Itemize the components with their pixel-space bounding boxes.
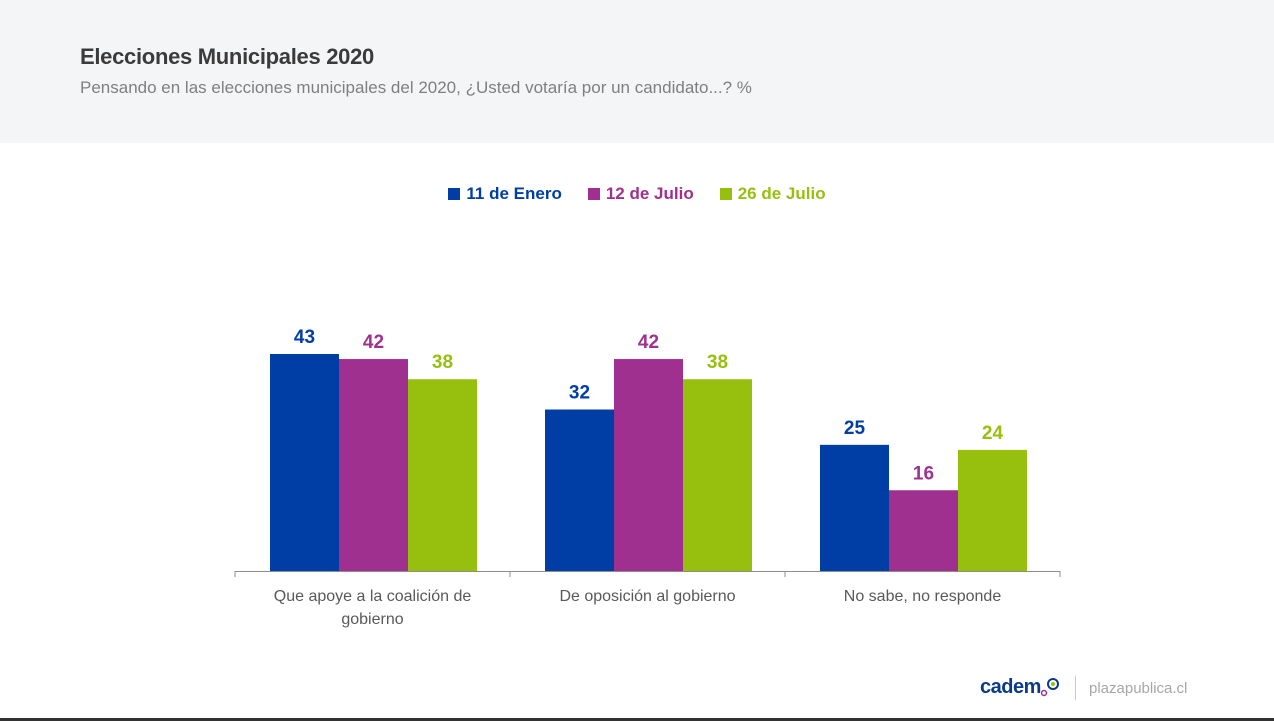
- category-label-0-line-1: gobierno: [341, 611, 403, 628]
- data-label-1-1: 42: [638, 332, 659, 353]
- chart-legend: 11 de Enero 12 de Julio 26 de Julio: [0, 184, 1274, 204]
- legend-label-1: 12 de Julio: [605, 184, 694, 203]
- data-label-0-1: 42: [363, 332, 384, 353]
- category-label-1: De oposición al gobierno: [559, 588, 735, 605]
- data-label-1-2: 38: [707, 352, 728, 373]
- header-band: Elecciones Municipales 2020 Pensando en …: [0, 0, 1274, 143]
- bar-2-2: [958, 449, 1027, 571]
- page-subtitle: Pensando en las elecciones municipales d…: [80, 78, 752, 97]
- category-label-0-line-0: Que apoye a la coalición de: [274, 588, 472, 605]
- bar-0-2: [408, 379, 477, 571]
- bottom-border: [0, 718, 1274, 721]
- data-label-0-2: 38: [432, 352, 453, 373]
- category-label-2: No sabe, no responde: [844, 588, 1002, 605]
- legend-swatch-2: [719, 188, 732, 200]
- legend-item-2: 26 de Julio: [719, 184, 826, 204]
- logo-circles-icon: [1040, 677, 1059, 696]
- cadem-logo: cadem: [980, 676, 1061, 699]
- data-label-2-0: 25: [844, 418, 866, 439]
- bar-0-1: [339, 359, 408, 571]
- footer-divider: [1075, 676, 1076, 700]
- bar-2-1: [889, 490, 958, 571]
- legend-label-2: 26 de Julio: [737, 184, 826, 203]
- page-title: Elecciones Municipales 2020: [80, 44, 374, 69]
- bar-1-1: [614, 359, 683, 571]
- legend-item-1: 12 de Julio: [587, 184, 694, 204]
- bar-chart: 43 42 38 Que apoye a la coalición de gobiern…: [234, 327, 1061, 628]
- data-label-2-1: 16: [913, 463, 934, 484]
- data-label-0-0: 43: [294, 327, 315, 348]
- site-url: plazapublica.cl: [1089, 680, 1188, 697]
- logo-text: cadem: [980, 676, 1041, 698]
- bar-0-0: [270, 354, 339, 571]
- legend-swatch-1: [587, 188, 600, 200]
- bar-1-2: [683, 379, 752, 571]
- bar-1-0: [545, 409, 614, 571]
- legend-label-0: 11 de Enero: [466, 184, 562, 203]
- data-label-1-0: 32: [569, 383, 590, 404]
- bar-2-0: [820, 444, 889, 571]
- data-label-2-2: 24: [982, 423, 1004, 444]
- legend-swatch-0: [448, 188, 461, 200]
- legend-item-0: 11 de Enero: [448, 184, 562, 204]
